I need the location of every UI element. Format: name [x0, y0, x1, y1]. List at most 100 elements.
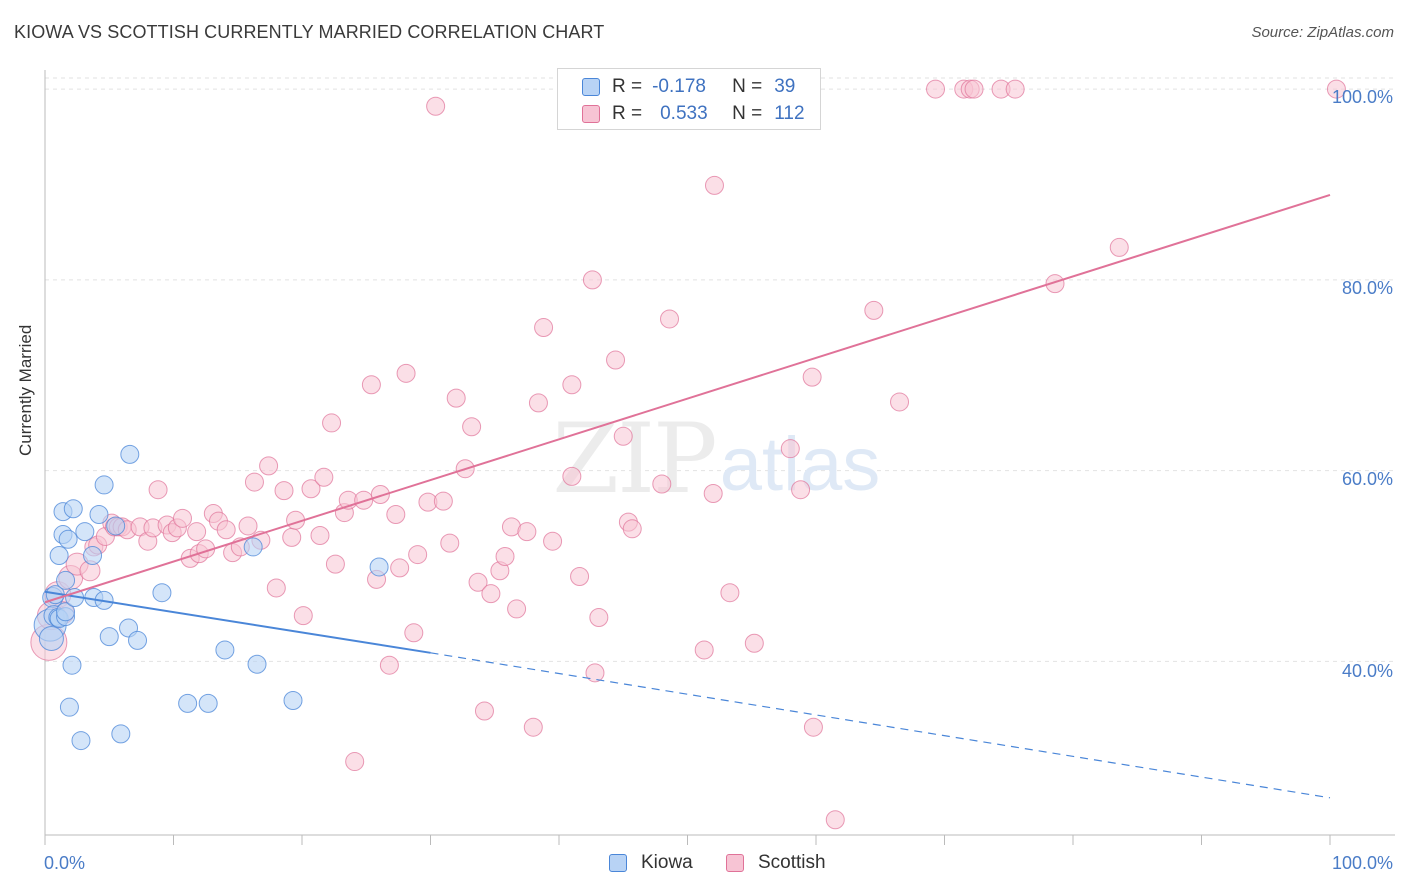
y-tick-80: 80.0%	[1341, 278, 1393, 298]
scottish-point	[345, 752, 365, 772]
scottish-point	[187, 522, 207, 542]
scottish-point	[301, 479, 321, 499]
kiowa-point	[94, 475, 114, 495]
scottish-point	[462, 417, 482, 437]
y-tick-60: 60.0%	[1341, 469, 1393, 489]
scottish-point	[361, 375, 381, 395]
scottish-point	[396, 363, 416, 383]
y-tick-100: 100.0%	[1331, 87, 1393, 107]
scottish-r-value: 0.533	[660, 103, 708, 124]
scottish-point	[408, 545, 428, 565]
scottish-point	[528, 393, 548, 413]
scottish-point	[370, 484, 390, 504]
scottish-point	[507, 599, 527, 619]
scottish-point	[259, 456, 279, 476]
kiowa-point	[49, 546, 69, 566]
stats-legend: R = -0.178 N = 39 R = 0.533 N = 112	[557, 68, 821, 130]
kiowa-point	[111, 724, 131, 744]
kiowa-r-value: -0.178	[652, 76, 706, 97]
chart-title: KIOWA VS SCOTTISH CURRENTLY MARRIED CORR…	[14, 22, 605, 42]
kiowa-point	[83, 546, 103, 566]
scottish-n-label: N =	[732, 103, 763, 124]
scottish-point	[1109, 237, 1129, 257]
scottish-point	[238, 516, 258, 536]
kiowa-point	[56, 602, 76, 622]
scottish-point	[293, 606, 313, 626]
bottom-scottish-swatch	[726, 854, 744, 872]
scottish-point	[660, 309, 680, 329]
bottom-legend-kiowa: Kiowa	[609, 852, 693, 874]
scottish-point	[622, 519, 642, 539]
scottish-point	[582, 270, 602, 290]
kiowa-swatch	[582, 78, 600, 96]
scottish-point	[825, 810, 845, 830]
legend-row-scottish: R = 0.533 N = 112	[582, 102, 805, 126]
scottish-n-value: 112	[774, 103, 805, 124]
scottish-point	[562, 466, 582, 486]
scottish-point	[613, 426, 633, 446]
kiowa-point	[75, 522, 95, 542]
kiowa-point	[62, 655, 82, 675]
scottish-point	[322, 413, 342, 433]
kiowa-point	[38, 626, 64, 652]
scottish-point	[216, 520, 236, 540]
axes	[44, 70, 1395, 845]
scottish-point	[426, 96, 446, 116]
source-label: Source: ZipAtlas.com	[1251, 24, 1394, 41]
y-axis-label: Currently Married	[16, 324, 35, 456]
scottish-point	[314, 467, 334, 487]
gridlines	[45, 77, 1395, 662]
scottish-point	[890, 392, 910, 412]
kiowa-n-value: 39	[774, 76, 796, 97]
trend-lines	[44, 194, 1331, 799]
scottish-point	[266, 578, 286, 598]
kiowa-point	[369, 557, 389, 577]
scottish-point	[589, 608, 609, 628]
kiowa-point	[198, 693, 218, 713]
scottish-point	[440, 533, 460, 553]
scottish-swatch	[582, 105, 600, 123]
bottom-scottish-label: Scottish	[758, 852, 826, 873]
scottish-point	[517, 522, 537, 542]
watermark: ZIP atlas	[552, 403, 880, 515]
scottish-point	[585, 663, 605, 683]
kiowa-point	[106, 516, 126, 536]
scottish-point	[543, 531, 563, 551]
scottish-point	[1005, 79, 1025, 99]
kiowa-point	[99, 627, 119, 647]
kiowa-point	[283, 691, 303, 711]
kiowa-point	[59, 697, 79, 717]
scottish-point	[694, 640, 714, 660]
scottish-point	[433, 491, 453, 511]
watermark-zip: ZIP	[552, 403, 715, 515]
scottish-point	[274, 481, 294, 501]
scottish-point	[964, 79, 984, 99]
kiowa-point	[178, 693, 198, 713]
kiowa-points	[33, 444, 389, 751]
kiowa-point	[120, 444, 140, 464]
scottish-point	[390, 558, 410, 578]
scottish-point	[803, 717, 823, 737]
bottom-kiowa-swatch	[609, 854, 627, 872]
x-tick-0: 0.0%	[44, 853, 86, 873]
kiowa-n-label: N =	[732, 76, 763, 97]
scottish-point	[652, 474, 672, 494]
scottish-point	[481, 584, 501, 604]
scottish-point	[720, 583, 740, 603]
scottish-point	[495, 546, 515, 566]
scottish-point	[802, 367, 822, 387]
kiowa-trend-extension	[430, 652, 1331, 799]
scottish-point	[864, 300, 884, 320]
scottish-point	[282, 527, 302, 547]
scottish-trend-line	[44, 194, 1331, 604]
kiowa-point	[71, 731, 91, 751]
scottish-point	[1326, 79, 1346, 99]
kiowa-r-label: R =	[612, 76, 643, 97]
scottish-point	[744, 633, 764, 653]
scottish-point	[404, 623, 424, 643]
bottom-legend-scottish: Scottish	[726, 852, 826, 874]
scottish-point	[703, 484, 723, 504]
kiowa-trend-line	[44, 590, 431, 654]
scottish-point	[791, 480, 811, 500]
